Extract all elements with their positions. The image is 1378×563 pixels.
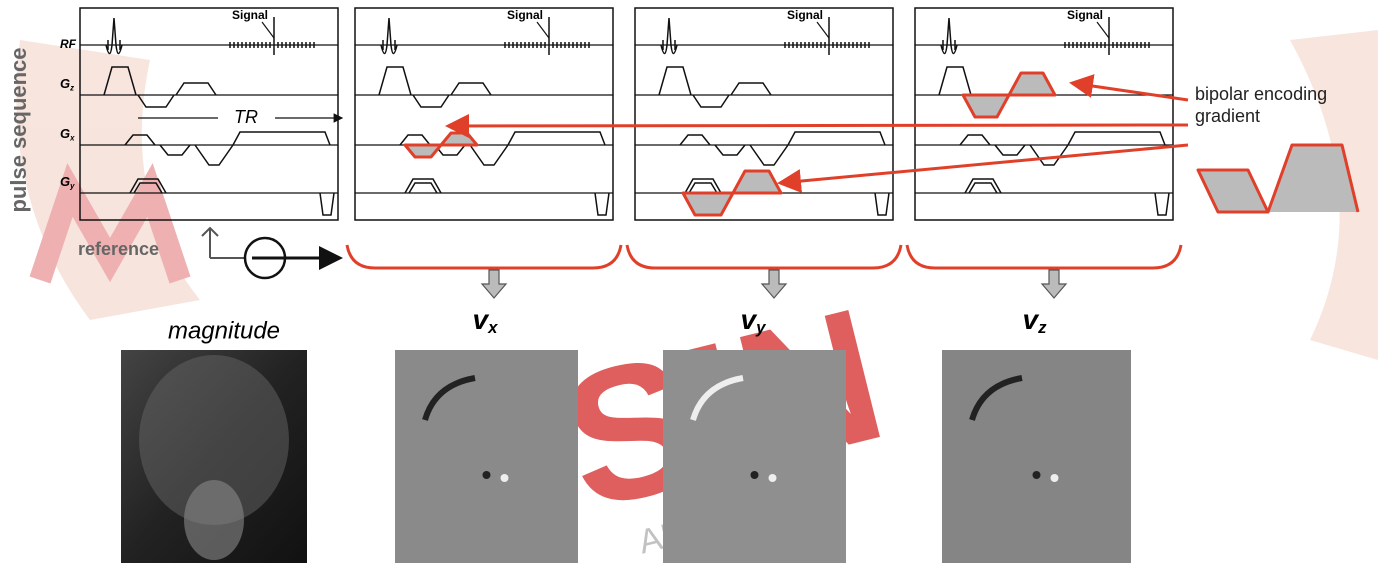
figure: NSIN ADISON pulse sequence RF GzGxGy Sig… <box>0 0 1378 563</box>
label-main: G <box>60 174 70 189</box>
vessel <box>751 471 759 479</box>
vessel <box>483 471 491 479</box>
signal-arrow <box>817 22 829 38</box>
gx-wave <box>680 132 885 165</box>
icon-lobe <box>1268 145 1358 212</box>
rf-pulse <box>941 18 957 54</box>
annotation-line: bipolar encoding <box>1195 84 1327 104</box>
panel-frame <box>355 8 613 220</box>
annotation-arrow <box>448 125 1188 126</box>
row-label: RF <box>60 37 77 51</box>
label-main: G <box>60 126 70 141</box>
down-arrow <box>482 270 506 298</box>
label-sub: y <box>69 181 75 190</box>
vessel <box>1051 474 1059 482</box>
bipolar-lobe <box>683 193 733 215</box>
annotation-line: gradient <box>1195 106 1260 126</box>
bipolar-lobe <box>441 133 477 145</box>
encoding-bracket <box>627 245 901 268</box>
label: vz <box>1023 304 1048 337</box>
side-label: pulse sequence <box>6 47 31 212</box>
label-sub: y <box>755 318 767 337</box>
label-sub: z <box>69 83 74 92</box>
label-main: v <box>741 304 758 335</box>
signal-arrow <box>537 22 549 38</box>
vessel <box>769 474 777 482</box>
image-label: magnitude <box>168 317 280 344</box>
bipolar-lobe <box>733 171 781 193</box>
label-main: v <box>1023 304 1040 335</box>
label-sub: x <box>69 133 75 142</box>
signal-label: Signal <box>1067 8 1103 22</box>
gy-wave <box>965 179 1169 215</box>
gz-wave <box>379 67 491 107</box>
vessel <box>501 474 509 482</box>
encoding-bracket <box>907 245 1181 268</box>
mri-image <box>942 350 1131 563</box>
sequence-panel: Signal <box>627 8 901 298</box>
mri-image <box>663 350 846 563</box>
annotation-arrow <box>1072 83 1188 100</box>
rf-pulse <box>106 18 122 54</box>
sequence-panel: Signal <box>907 8 1181 298</box>
annotation-arrow <box>780 145 1188 183</box>
label-main: v <box>473 304 490 335</box>
icon-lobe <box>1198 170 1268 212</box>
rf-pulse <box>661 18 677 54</box>
reference-label: reference <box>78 239 159 259</box>
bipolar-lobe <box>405 145 441 157</box>
vessel <box>1033 471 1041 479</box>
signal-label: Signal <box>232 8 268 22</box>
reference-arrow <box>202 228 245 258</box>
gx-wave <box>125 132 330 165</box>
gz-wave <box>659 67 771 107</box>
signal-arrow <box>262 22 274 38</box>
label-main: G <box>60 76 70 91</box>
signal-arrow <box>1097 22 1109 38</box>
down-arrow <box>1042 270 1066 298</box>
label-sub: x <box>487 318 498 337</box>
label-sub: z <box>1037 318 1047 337</box>
encoding-bracket <box>347 245 621 268</box>
tr-label: TR <box>234 107 258 127</box>
label: vx <box>473 304 499 337</box>
anatomy <box>184 480 244 560</box>
panel-frame <box>915 8 1173 220</box>
signal-label: Signal <box>507 8 543 22</box>
signal-label: Signal <box>787 8 823 22</box>
rf-pulse <box>381 18 397 54</box>
mri-image <box>395 350 578 563</box>
bipolar-lobe <box>1009 73 1055 95</box>
sequence-panel: Signal <box>347 8 621 298</box>
bipolar-lobe <box>963 95 1009 117</box>
gy-wave <box>405 179 609 215</box>
